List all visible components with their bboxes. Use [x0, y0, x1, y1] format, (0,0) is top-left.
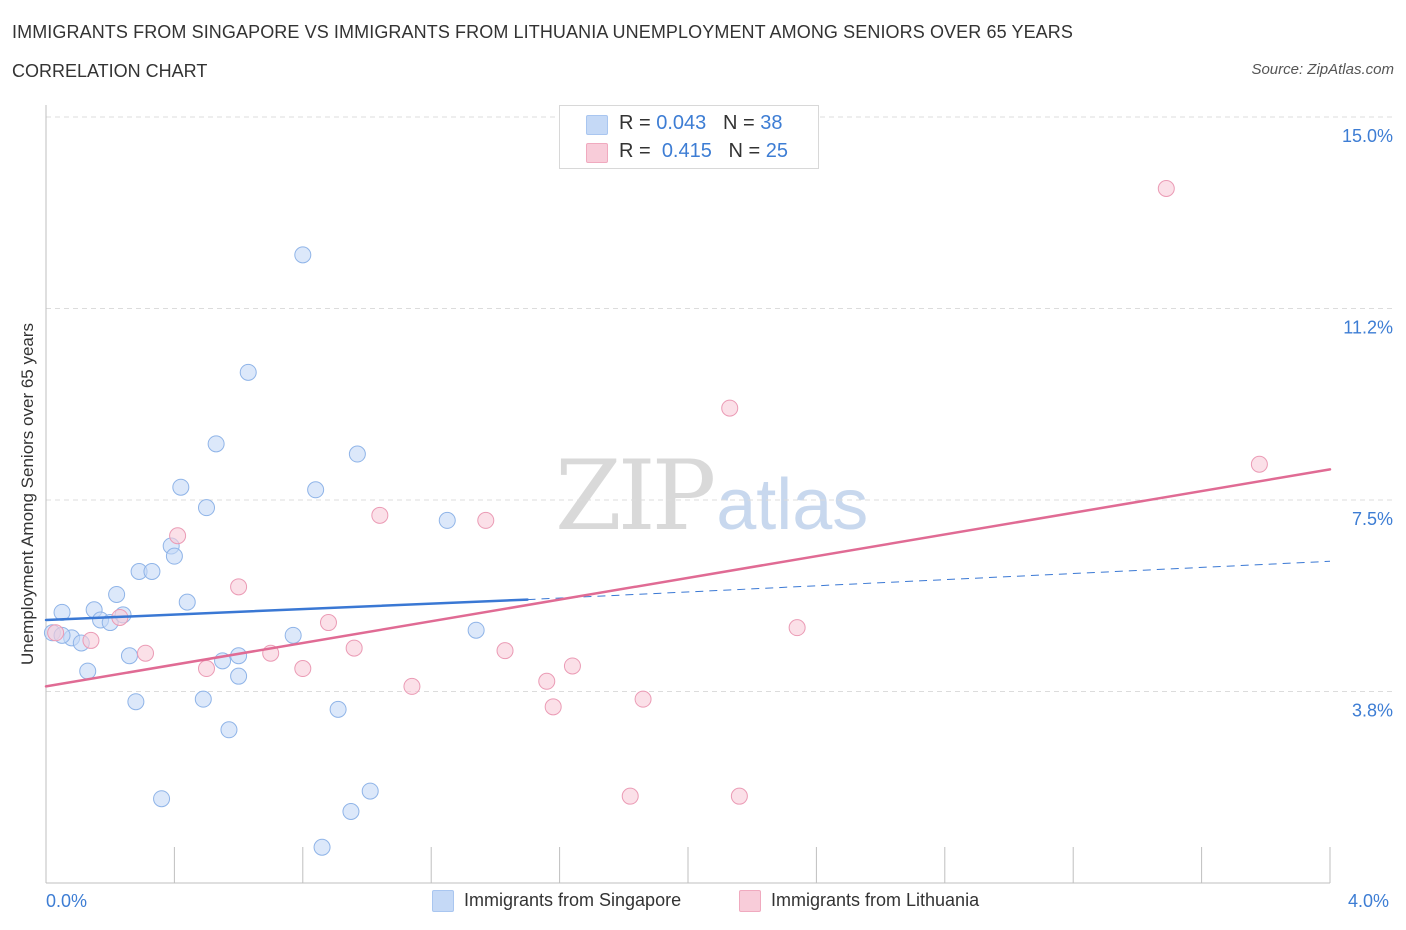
data-point-singapore — [207, 435, 225, 453]
data-point-singapore — [438, 511, 456, 529]
data-point-lithuania — [47, 624, 65, 642]
data-point-singapore — [348, 445, 366, 463]
data-point-singapore — [230, 667, 248, 685]
data-point-lithuania — [538, 672, 556, 690]
data-point-singapore — [172, 478, 190, 496]
trend-lines — [44, 468, 1332, 688]
data-point-lithuania — [1250, 455, 1268, 473]
grid-lines — [46, 116, 1395, 692]
data-point-singapore — [284, 626, 302, 644]
data-point-singapore — [307, 481, 325, 499]
data-point-lithuania — [403, 677, 421, 695]
data-point-singapore — [361, 782, 379, 800]
data-point-lithuania — [137, 644, 155, 662]
data-points — [43, 179, 1268, 856]
data-point-singapore — [143, 562, 161, 580]
r-label: R = — [619, 112, 651, 134]
watermark-zip: ZIP — [555, 440, 716, 552]
data-point-singapore — [239, 363, 257, 381]
data-point-lithuania — [319, 614, 337, 632]
data-point-lithuania — [345, 639, 363, 657]
data-point-lithuania — [721, 399, 739, 417]
data-point-lithuania — [477, 511, 495, 529]
zipatlas-watermark: ZIPatlas — [555, 440, 868, 552]
chart-title: IMMIGRANTS FROM SINGAPORE VS IMMIGRANTS … — [12, 22, 1073, 42]
x-tick-label-max: 4.0% — [1348, 891, 1390, 911]
data-point-lithuania — [621, 787, 639, 805]
data-point-singapore — [467, 621, 485, 639]
y-axis-label: Unemployment Among Seniors over 65 years — [18, 322, 37, 666]
bottom-legend-label-singapore: Immigrants from Singapore — [464, 890, 682, 910]
trend-line-singapore — [44, 598, 529, 622]
data-point-singapore — [127, 693, 145, 711]
data-point-lithuania — [634, 690, 652, 708]
y-tick-label: 15.0% — [1342, 126, 1393, 146]
data-point-lithuania — [82, 631, 100, 649]
data-point-singapore — [294, 246, 312, 264]
y-tick-labels: 15.0% 11.2% 7.5% 3.8% — [1342, 126, 1393, 721]
data-point-singapore — [153, 790, 171, 808]
data-point-singapore — [194, 690, 212, 708]
data-point-singapore — [178, 593, 196, 611]
data-point-lithuania — [730, 787, 748, 805]
y-tick-label: 3.8% — [1352, 701, 1393, 721]
x-tick-label-min: 0.0% — [46, 891, 88, 911]
n-value-singapore: 38 — [760, 112, 783, 134]
data-point-lithuania — [169, 527, 187, 545]
r-value-lithuania: 0.415 — [661, 140, 712, 162]
bottom-legend-swatch-lithuania — [739, 890, 761, 912]
n-label: N = — [722, 112, 755, 134]
n-value-lithuania: 25 — [765, 140, 789, 162]
trend-line-lithuania — [44, 468, 1332, 688]
data-point-lithuania — [371, 506, 389, 524]
legend-swatch-singapore — [586, 115, 608, 135]
trend-extension-singapore — [527, 560, 1331, 601]
data-point-lithuania — [294, 660, 312, 678]
n-label: N = — [728, 140, 761, 162]
data-point-singapore — [329, 700, 347, 718]
data-point-singapore — [165, 547, 183, 565]
axes — [45, 105, 1331, 884]
data-point-lithuania — [230, 578, 248, 596]
correlation-legend: R = 0.043 N = 38 R = 0.415 N = 25 — [559, 105, 819, 169]
data-point-lithuania — [1157, 179, 1175, 197]
legend-swatch-lithuania — [586, 143, 608, 163]
source-label: Source: ZipAtlas.com — [1251, 61, 1394, 78]
chart-subtitle: CORRELATION CHART — [12, 61, 208, 81]
data-point-singapore — [220, 721, 238, 739]
y-tick-label: 7.5% — [1352, 509, 1393, 529]
r-value-singapore: 0.043 — [656, 112, 707, 134]
bottom-legend-swatch-singapore — [432, 890, 454, 912]
data-point-lithuania — [563, 657, 581, 675]
data-point-singapore — [313, 838, 331, 856]
data-point-lithuania — [496, 642, 514, 660]
data-point-singapore — [342, 803, 360, 821]
watermark-atlas: atlas — [716, 465, 869, 545]
data-point-singapore — [108, 585, 126, 603]
data-point-singapore — [120, 647, 138, 665]
y-tick-label: 11.2% — [1343, 318, 1393, 338]
r-label: R = — [619, 140, 651, 162]
bottom-legend-label-lithuania: Immigrants from Lithuania — [771, 890, 980, 910]
data-point-singapore — [79, 662, 97, 680]
data-point-singapore — [198, 499, 215, 517]
data-point-lithuania — [788, 619, 806, 637]
data-point-lithuania — [544, 698, 562, 716]
data-point-lithuania — [198, 660, 215, 678]
